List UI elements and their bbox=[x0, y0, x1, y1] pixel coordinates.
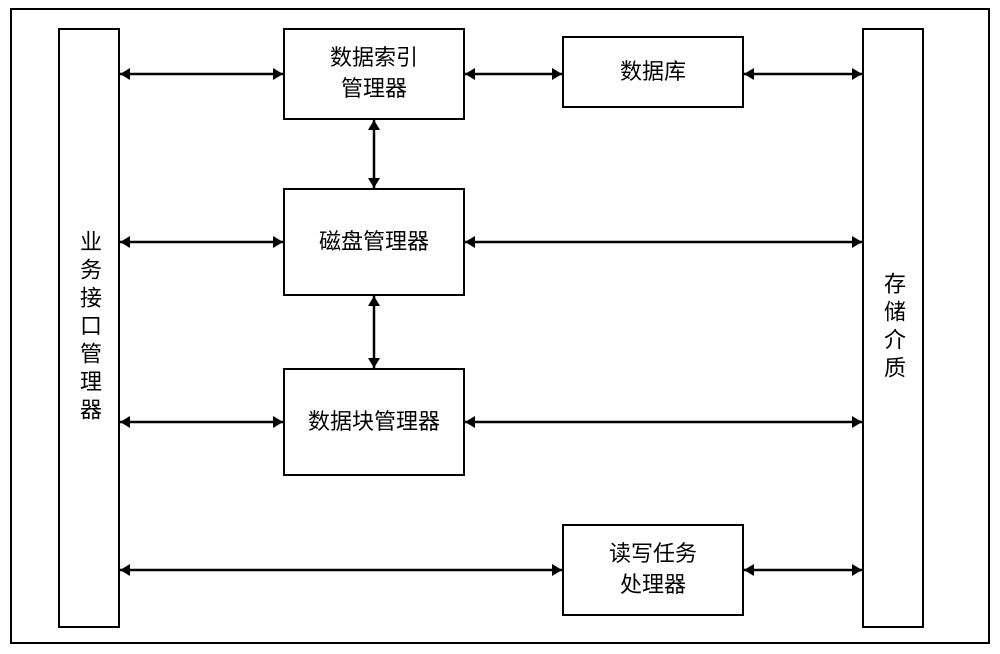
node-block-mgr-label: 数据块管理器 bbox=[308, 407, 440, 438]
node-disk-mgr: 磁盘管理器 bbox=[283, 188, 465, 296]
node-database: 数据库 bbox=[562, 36, 744, 108]
node-disk-mgr-label: 磁盘管理器 bbox=[319, 227, 429, 258]
node-rw-task: 读写任务处理器 bbox=[562, 524, 744, 616]
node-data-index: 数据索引管理器 bbox=[283, 28, 465, 120]
node-left-bar-label: 业务接口管理器 bbox=[73, 230, 105, 426]
node-database-label: 数据库 bbox=[620, 57, 686, 88]
node-rw-task-label: 读写任务处理器 bbox=[609, 539, 697, 601]
node-left-bar: 业务接口管理器 bbox=[58, 28, 120, 628]
node-block-mgr: 数据块管理器 bbox=[283, 368, 465, 476]
node-right-bar-label: 存储介质 bbox=[877, 272, 909, 384]
node-data-index-label: 数据索引管理器 bbox=[330, 43, 418, 105]
diagram-frame bbox=[10, 8, 990, 644]
node-right-bar: 存储介质 bbox=[862, 28, 924, 628]
